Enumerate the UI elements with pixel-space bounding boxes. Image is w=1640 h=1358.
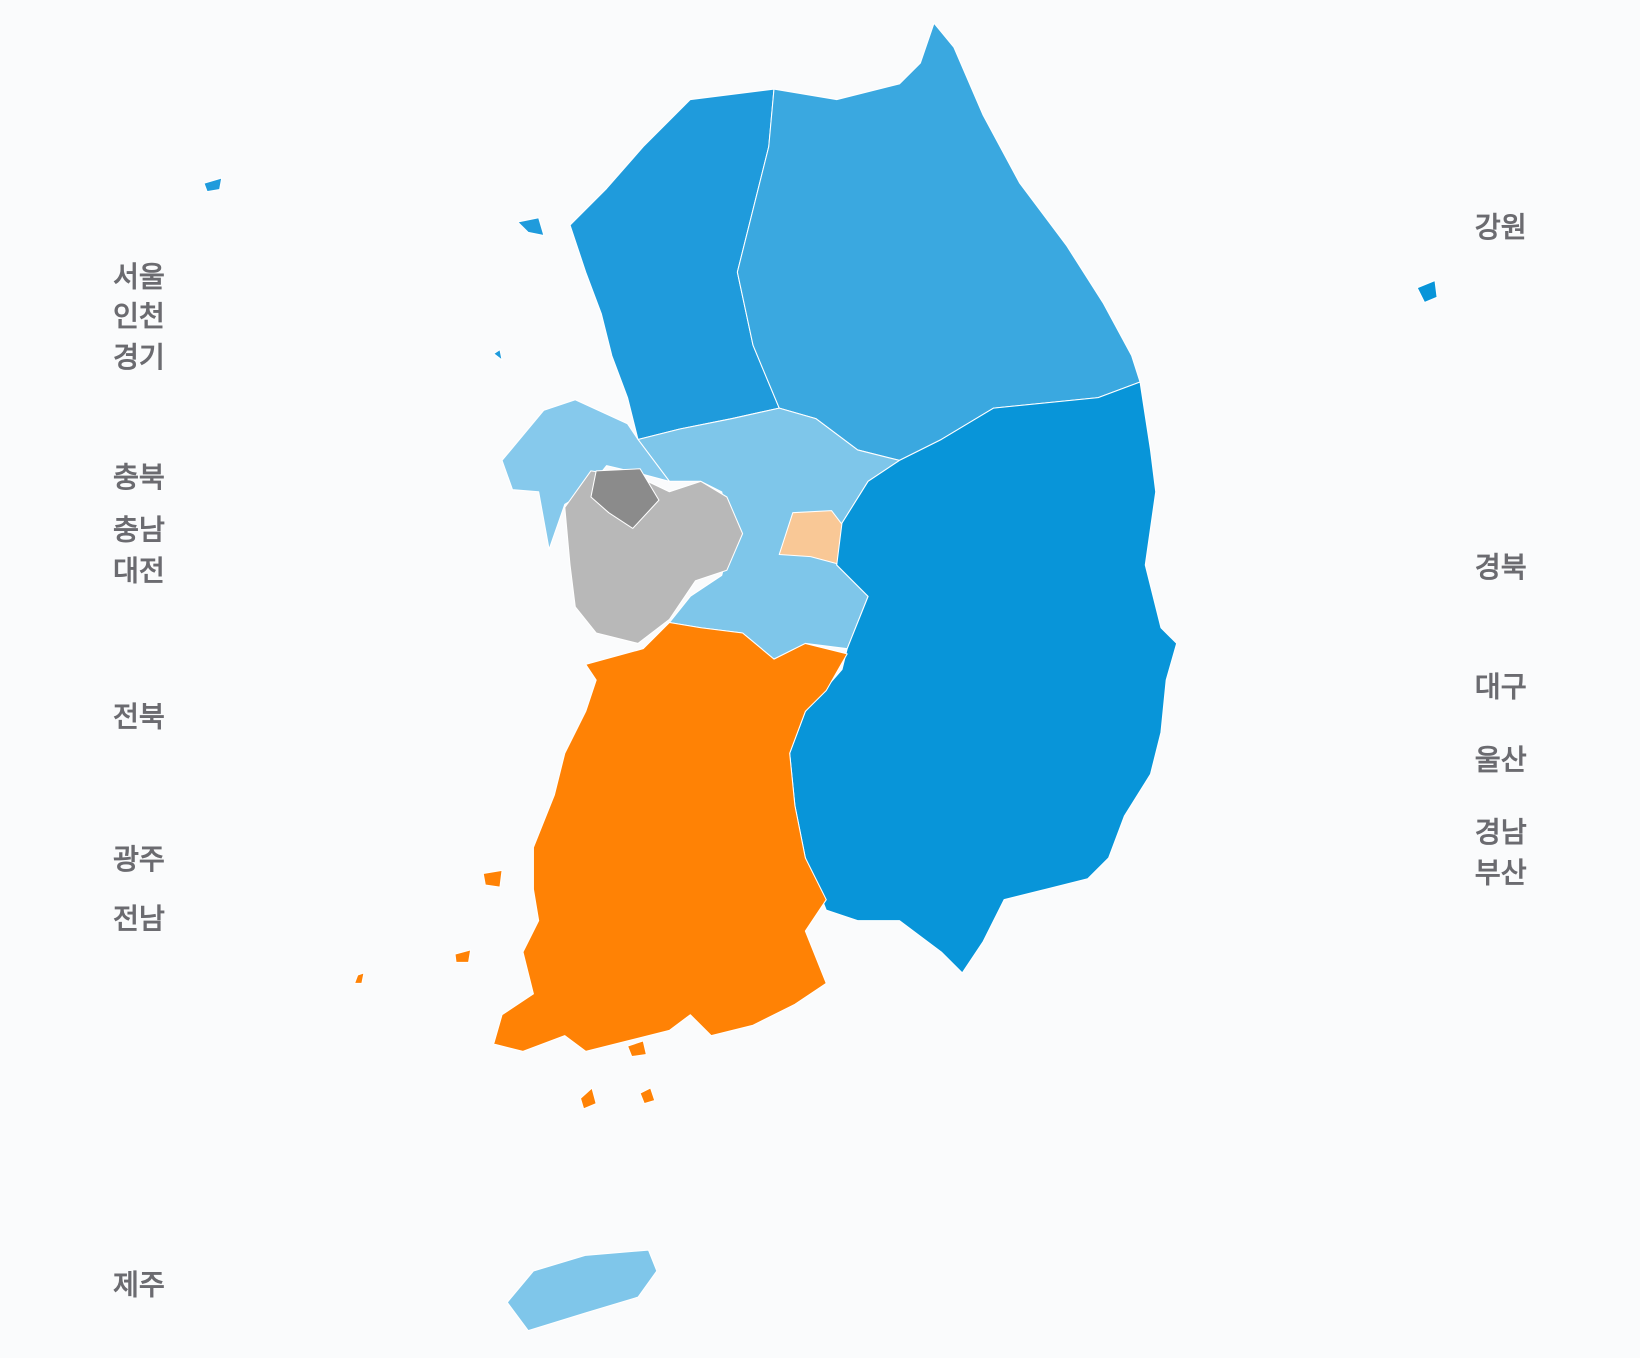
island — [639, 1087, 656, 1105]
region-label: 광주 — [113, 843, 165, 876]
region-label: 서울 — [113, 260, 165, 293]
gyeongsang — [789, 381, 1178, 974]
island — [482, 869, 503, 888]
island — [627, 1040, 647, 1058]
regions — [203, 22, 1438, 1332]
region-label: 충남 — [113, 514, 165, 547]
jeolla — [493, 621, 848, 1052]
region-label: 대전 — [113, 554, 165, 587]
chungnam-dark — [590, 468, 660, 529]
region-label: 경북 — [1475, 551, 1527, 584]
region-label: 울산 — [1475, 744, 1527, 777]
island — [203, 177, 223, 193]
region-label: 충북 — [113, 461, 165, 494]
region-label: 경기 — [113, 341, 165, 374]
island — [579, 1087, 597, 1110]
labels-right: 강원 경북 대구 울산 경남 부산 — [1475, 211, 1527, 889]
region-label: 인천 — [113, 300, 165, 333]
island — [517, 217, 545, 237]
region-label: 제주 — [113, 1269, 165, 1302]
region-label: 부산 — [1475, 857, 1527, 890]
region-label: 강원 — [1475, 211, 1527, 244]
region-label: 전북 — [113, 701, 165, 734]
jeju — [506, 1249, 658, 1332]
gangwon — [736, 22, 1141, 461]
island — [454, 949, 472, 963]
island — [354, 972, 365, 984]
region-label: 대구 — [1475, 670, 1527, 703]
island — [1416, 279, 1438, 303]
island — [493, 349, 503, 361]
chungnam — [564, 470, 744, 644]
region-label: 전남 — [113, 903, 165, 936]
labels-left: 서울 인천 경기 충북 충남 대전 전북 광주 전남 제주 — [113, 260, 165, 1301]
region-label: 경남 — [1475, 816, 1527, 849]
